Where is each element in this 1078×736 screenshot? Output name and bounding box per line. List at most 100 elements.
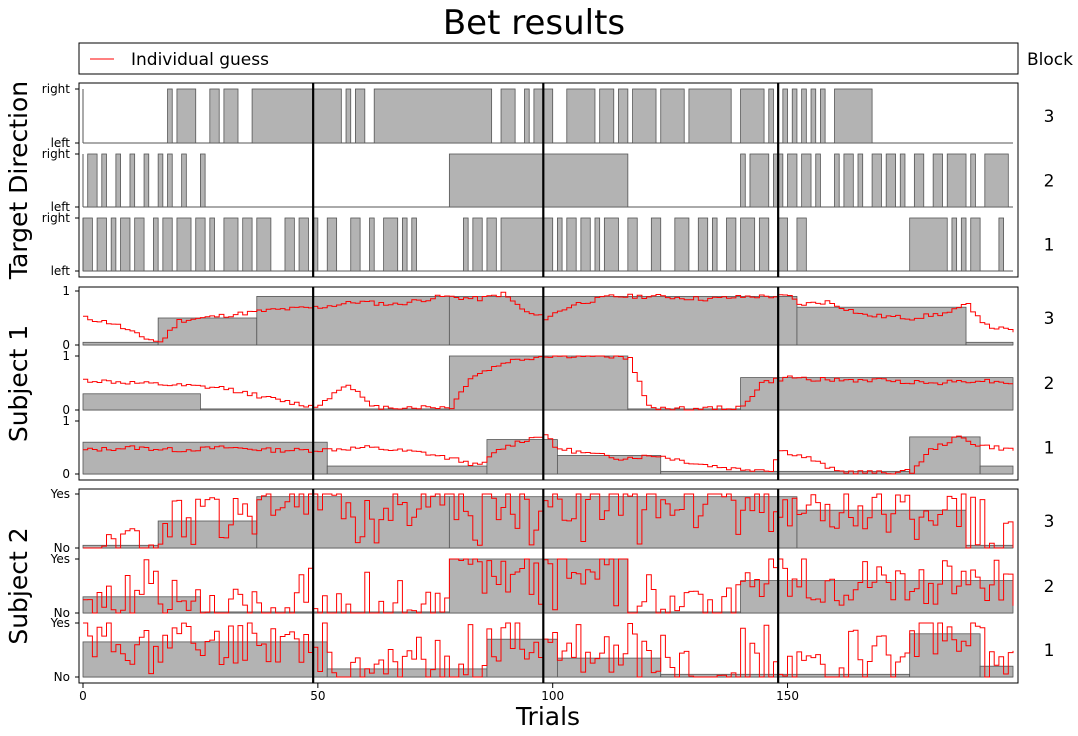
direction-bar: [566, 88, 596, 144]
direction-bar: [181, 153, 187, 208]
block-probability-bar: [326, 465, 488, 475]
direction-bar: [472, 217, 483, 272]
direction-bar: [326, 217, 338, 272]
block-probability-bar: [82, 596, 201, 614]
ytick-low: No: [54, 606, 70, 620]
panel-1: Target Direction rightleft3rightleft2righ…: [4, 81, 1054, 280]
direction-bar: [740, 153, 746, 208]
direction-bar: [167, 88, 173, 144]
direction-bar: [726, 217, 737, 272]
x-axis-label: Trials: [515, 702, 580, 731]
guess-line: [83, 291, 1014, 343]
direction-bar: [909, 217, 948, 272]
direction-bar: [223, 217, 239, 272]
xtick-label: 100: [541, 689, 564, 703]
direction-bar: [960, 217, 967, 272]
block-probability-bar: [486, 638, 558, 678]
direction-bar: [284, 217, 295, 272]
direction-bar: [594, 217, 601, 272]
ytick-high: Yes: [50, 616, 70, 630]
direction-bar: [834, 88, 873, 144]
block-probability-bar: [256, 496, 450, 549]
direction-bar: [632, 88, 657, 144]
direction-bar: [650, 217, 662, 272]
direction-bar: [209, 88, 220, 144]
ytick-low: left: [51, 136, 71, 150]
direction-bar: [115, 153, 121, 208]
block-number: 2: [1044, 172, 1055, 192]
ytick-high: right: [42, 147, 70, 161]
direction-bar: [129, 153, 136, 208]
direction-bar: [984, 153, 1009, 208]
direction-bar: [256, 217, 272, 272]
ytick-high: right: [42, 82, 70, 96]
panel-ylabel: Subject 2: [4, 527, 33, 644]
block-probability-bar: [909, 436, 981, 475]
block-probability-bar: [627, 611, 741, 614]
direction-bar: [200, 153, 206, 208]
row-block-2: right left 2: [42, 147, 1055, 214]
direction-bar: [167, 153, 173, 208]
block-probability-bar: [157, 317, 258, 346]
direction-bar: [599, 88, 615, 144]
chart-title: Bet results: [443, 3, 625, 43]
direction-bar: [951, 217, 958, 272]
guess-line: [83, 355, 1013, 411]
direction-bar: [810, 88, 817, 144]
direction-bar: [758, 217, 770, 272]
ytick-high: 1: [62, 284, 70, 298]
direction-bar: [411, 217, 417, 272]
direction-bar: [195, 217, 206, 272]
direction-bar: [373, 88, 493, 144]
direction-bar: [176, 88, 197, 144]
direction-bar: [566, 217, 577, 272]
direction-bar: [101, 153, 107, 208]
direction-bar: [970, 217, 981, 272]
guess-line: [83, 434, 1014, 475]
block-probability-bar: [796, 509, 967, 549]
x-axis: 0 50 100 150 Trials: [79, 683, 799, 731]
direction-bar: [350, 217, 361, 272]
direction-bar: [383, 217, 399, 272]
direction-bar: [143, 153, 150, 208]
direction-bar: [749, 153, 770, 208]
direction-bar: [209, 217, 215, 272]
block-probability-bar: [979, 665, 1014, 678]
block-probability-bar: [157, 520, 258, 549]
xtick-label: 150: [776, 689, 799, 703]
ytick-high: 1: [62, 349, 70, 363]
xtick-label: 0: [79, 689, 87, 703]
direction-bar: [660, 88, 685, 144]
direction-bar: [580, 217, 591, 272]
direction-bar: [697, 217, 709, 272]
block-probability-bar: [200, 408, 450, 411]
row-block-1: right left 1: [42, 211, 1055, 278]
panel-frame: [78, 488, 1019, 684]
direction-bar: [768, 88, 774, 144]
ytick-high: 1: [62, 414, 70, 428]
panel-ylabel: Target Direction: [4, 81, 33, 280]
block-probability-bar: [909, 633, 981, 678]
panels: Target Direction rightleft3rightleft2righ…: [4, 81, 1054, 684]
direction-bar: [946, 153, 967, 208]
direction-bar: [355, 88, 366, 144]
direction-bar: [843, 153, 854, 208]
block-header: Block: [1027, 50, 1073, 70]
ytick-low: 0: [62, 403, 70, 417]
direction-bar: [618, 88, 629, 144]
ytick-low: No: [54, 541, 70, 555]
row-block-2: 1 0 2: [62, 349, 1054, 417]
direction-bar: [782, 88, 788, 144]
block-number: 3: [1044, 107, 1055, 127]
ytick-high: Yes: [50, 487, 70, 501]
block-probability-bar: [256, 295, 450, 346]
direction-bar: [796, 217, 807, 272]
direction-bar: [815, 153, 821, 208]
block-number: 3: [1044, 512, 1055, 532]
direction-bar: [740, 217, 756, 272]
block-probability-bar: [82, 341, 159, 346]
direction-bar: [777, 217, 788, 272]
direction-bar: [298, 217, 309, 272]
row-block-3: 1 0 3: [62, 284, 1054, 352]
